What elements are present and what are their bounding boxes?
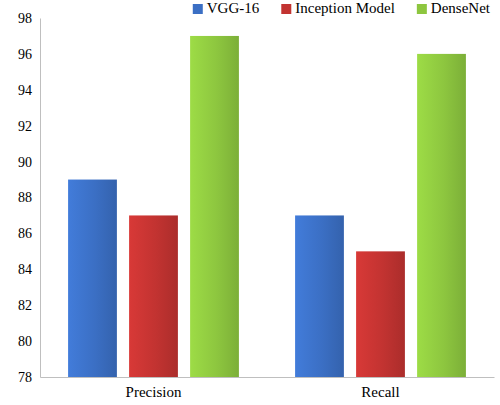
legend-item: VGG-16	[193, 0, 260, 16]
tick: 84	[18, 262, 40, 277]
tick-label: 98	[18, 11, 32, 26]
bars	[68, 36, 466, 377]
legend-swatch	[193, 4, 203, 14]
tick-label: 80	[18, 334, 32, 349]
legend-label: Inception Model	[295, 0, 395, 16]
tick: 80	[18, 334, 40, 349]
axis-line	[41, 377, 495, 378]
tick: 88	[18, 190, 40, 205]
tick: 96	[18, 47, 40, 62]
tick-label: 82	[18, 298, 32, 313]
chart: 78 80 82 84 86 88 90 92 94 96 98 Precision Recall VGG…	[0, 0, 500, 405]
plot: 78 80 82 84 86 88 90 92 94 96 98 Precision Recall	[18, 11, 495, 400]
bar	[129, 215, 178, 377]
tick-label: 88	[18, 190, 32, 205]
tick-label: 94	[18, 83, 32, 98]
legend-item: DenseNet	[417, 0, 491, 16]
tick-label: 84	[18, 262, 32, 277]
tick-label: Precision	[126, 384, 182, 400]
bar	[68, 180, 117, 377]
tick: 78	[18, 370, 40, 385]
tick-label: 86	[18, 226, 32, 241]
tick-label: 92	[18, 119, 32, 134]
tick: 90	[18, 155, 40, 170]
tick-label: 96	[18, 47, 32, 62]
bar	[295, 215, 344, 377]
tick-label: 78	[18, 370, 32, 385]
legend-swatch	[281, 4, 291, 14]
legend-label: VGG-16	[207, 0, 260, 16]
tick: 92	[18, 119, 40, 134]
tick-label: 90	[18, 155, 32, 170]
axis-line	[40, 19, 41, 378]
tick-label: Recall	[361, 384, 399, 400]
tick: Precision	[126, 377, 182, 400]
tick: 98	[18, 11, 40, 26]
bar	[417, 54, 466, 377]
legend-label: DenseNet	[431, 0, 491, 16]
bar	[190, 36, 239, 377]
tick: 82	[18, 298, 40, 313]
legend-swatch	[417, 4, 427, 14]
legend: VGG-16 Inception Model DenseNet	[193, 0, 491, 16]
legend-item: Inception Model	[281, 0, 395, 16]
tick: Recall	[361, 377, 399, 400]
tick: 94	[18, 83, 40, 98]
bar	[356, 251, 405, 377]
x-axis: Precision Recall	[41, 377, 495, 400]
y-axis: 78 80 82 84 86 88 90 92 94 96 98	[18, 11, 41, 385]
tick: 86	[18, 226, 40, 241]
